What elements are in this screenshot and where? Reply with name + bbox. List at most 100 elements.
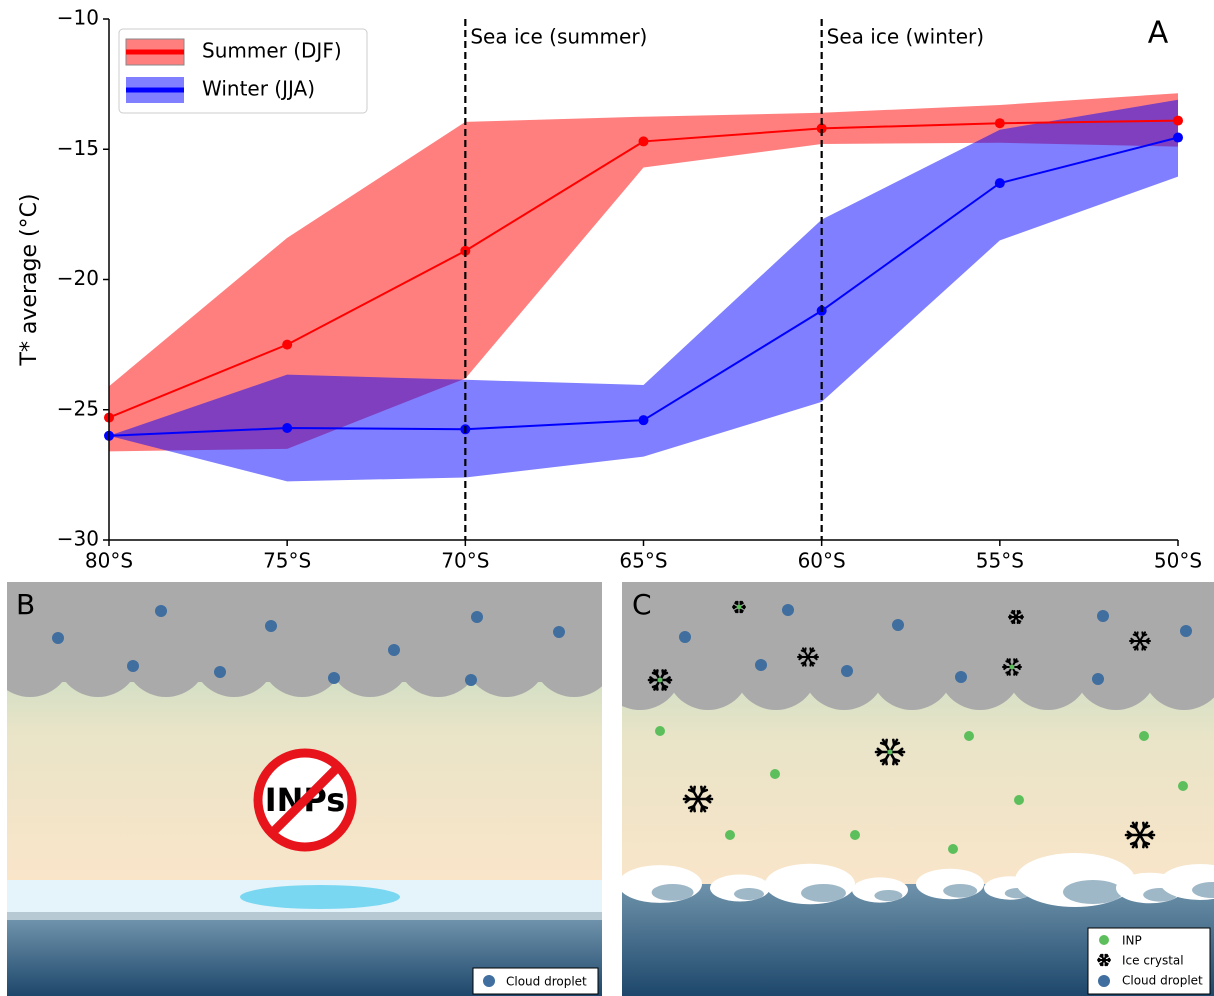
y-axis-label: T* average (°C) (17, 193, 42, 366)
crystal-branch (653, 686, 657, 687)
inp (725, 830, 735, 840)
y-tick-label: −20 (57, 266, 99, 290)
cloud-droplet (1097, 610, 1109, 622)
cloud-droplet (1098, 975, 1110, 987)
legend-label: Cloud droplet (1122, 974, 1203, 988)
cloud-droplet (52, 632, 64, 644)
crystal-branch (701, 806, 702, 811)
crystal-branch (702, 790, 707, 792)
crystal-branch (1131, 842, 1136, 844)
crystal-branch (1106, 956, 1108, 957)
cloud-droplet (1092, 673, 1104, 685)
inp (1139, 731, 1149, 741)
wave-shadow (1063, 880, 1123, 904)
wave-shadow (874, 890, 902, 901)
crystal-branch (1009, 659, 1010, 662)
point (1173, 133, 1183, 143)
crystal-core (658, 678, 663, 683)
crystal-branch (1010, 615, 1012, 617)
x-tick-label: 50°S (1154, 549, 1202, 573)
crystal-branch (1100, 963, 1102, 964)
cloud-droplet (679, 631, 691, 643)
figure: −30−25−20−15−1080°S75°S70°S65°S60°S55°S5… (0, 0, 1214, 996)
y-tick-label: −30 (57, 527, 99, 551)
crystal-branch (1143, 842, 1144, 847)
cloud-droplet (892, 619, 904, 631)
crystal-branch (694, 787, 695, 792)
crystal-core (1010, 665, 1015, 670)
y-tick-label: −25 (57, 396, 99, 420)
melt-pond (240, 885, 400, 909)
crystal-branch (894, 743, 899, 745)
crystal-branch (1136, 823, 1137, 828)
cloud-droplet (214, 666, 226, 678)
x-tick-label: 70°S (441, 549, 489, 573)
vline-label: Sea ice (winter) (827, 25, 984, 49)
wave-shadow (943, 884, 977, 898)
inp (1014, 795, 1024, 805)
crystal-branch (1134, 646, 1137, 647)
panel-label: C (632, 588, 652, 621)
panel-label: B (16, 588, 35, 621)
inp (1178, 781, 1188, 791)
wave-shadow (801, 884, 846, 902)
cloud-droplet (265, 620, 277, 632)
crystal-branch (1012, 621, 1014, 622)
point (282, 423, 292, 433)
point (995, 178, 1005, 188)
legend-label: Winter (JJA) (202, 77, 315, 101)
x-tick-label: 80°S (85, 549, 133, 573)
crystal-branch (810, 662, 811, 665)
legend-label: Cloud droplet (506, 975, 587, 989)
inp (1099, 935, 1109, 945)
crystal-branch (1137, 632, 1138, 635)
cloud-droplet (483, 975, 495, 987)
crystal-branch (1020, 617, 1022, 619)
vline-label: Sea ice (summer) (470, 25, 647, 49)
y-tick-label: −15 (57, 136, 99, 160)
inp (770, 769, 780, 779)
crystal-branch (657, 670, 658, 674)
point (639, 136, 649, 146)
crystal-branch (1006, 672, 1009, 673)
cloud-lobe (532, 613, 616, 697)
cloud-droplet (553, 626, 565, 638)
inp (850, 830, 860, 840)
cloud-droplet (1180, 625, 1192, 637)
cloud-droplet (841, 665, 853, 677)
inp (964, 731, 974, 741)
crystal-branch (1015, 661, 1018, 662)
crystal-branch (886, 740, 887, 745)
legend-label: Ice crystal (1122, 954, 1184, 968)
cloud-droplet (155, 605, 167, 617)
crystal-branch (1018, 613, 1020, 614)
cloud-droplet (955, 671, 967, 683)
y-tick-label: −10 (57, 6, 99, 30)
crystal-branch (1142, 646, 1143, 649)
cloud-droplet (328, 672, 340, 684)
wave-shadow (652, 884, 694, 901)
crystal-branch (811, 651, 814, 652)
point (1173, 116, 1183, 126)
crystal-branch (689, 806, 694, 808)
crystal-branch (663, 686, 664, 690)
legend-label: INP (1122, 934, 1142, 948)
inp (948, 844, 958, 854)
point (282, 340, 292, 350)
panel-label: A (1148, 16, 1169, 51)
crystal-branch (734, 606, 736, 607)
crystal-branch (1014, 672, 1015, 675)
crystal-branch (1108, 960, 1110, 961)
crystal-branch (663, 673, 667, 674)
legend-label: Summer (DJF) (202, 39, 342, 63)
cloud-droplet (471, 611, 483, 623)
x-tick-label: 60°S (798, 549, 846, 573)
crystal-branch (735, 610, 737, 611)
wave-shadow (734, 888, 764, 900)
crystal-branch (1143, 635, 1146, 636)
crystal-branch (741, 603, 743, 604)
cloud-droplet (127, 660, 139, 672)
crystal-branch (881, 759, 886, 761)
point (639, 415, 649, 425)
crystal-branch (1144, 826, 1149, 828)
